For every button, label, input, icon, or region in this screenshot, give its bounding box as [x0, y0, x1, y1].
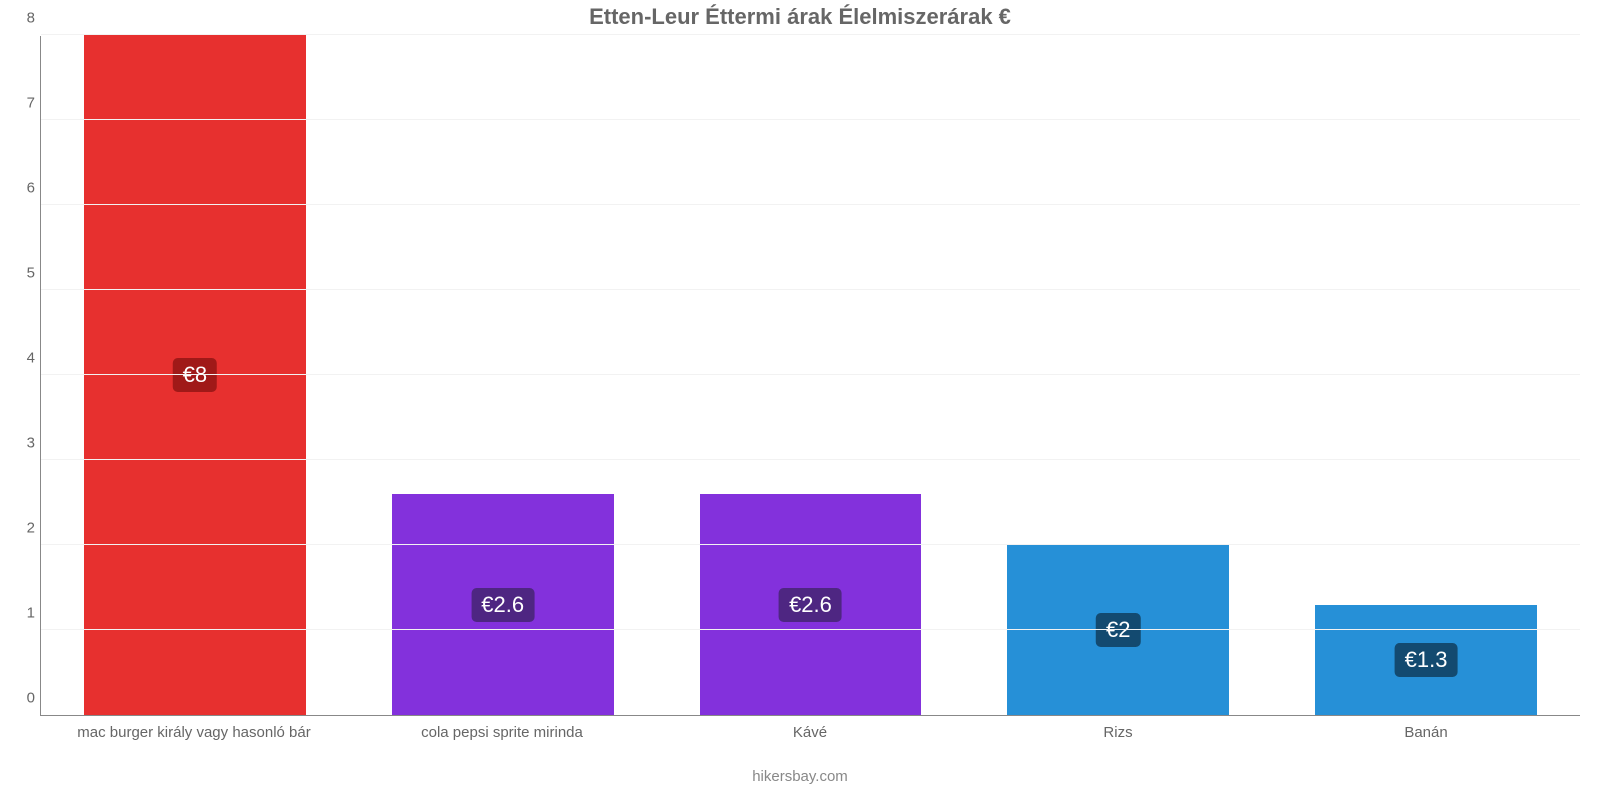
bar-value-label: €2.6 [471, 588, 534, 622]
bar-value-label: €1.3 [1395, 643, 1458, 677]
y-tick-label: 8 [11, 10, 35, 27]
bar-slot: €8 [41, 36, 349, 715]
plot-area: €8€2.6€2.6€2€1.3 012345678 [40, 36, 1580, 716]
bars-container: €8 €2.6 €2.6 €2 €1.3 [41, 36, 1580, 715]
x-axis-labels: mac burger király vagy hasonló bárcola p… [40, 724, 1580, 741]
y-tick-label: 7 [11, 95, 35, 112]
x-tick-label: Kávé [656, 724, 964, 741]
gridline [41, 544, 1580, 545]
chart-title: Etten-Leur Éttermi árak Élelmiszerárak € [0, 4, 1600, 30]
bar-slot: €1.3 [1272, 36, 1580, 715]
y-tick-label: 5 [11, 265, 35, 282]
bar: €8 [84, 35, 306, 715]
chart-footer: hikersbay.com [0, 768, 1600, 785]
price-chart: Etten-Leur Éttermi árak Élelmiszerárak €… [0, 0, 1600, 800]
gridline [41, 204, 1580, 205]
bar-slot: €2.6 [349, 36, 657, 715]
x-tick-label: cola pepsi sprite mirinda [348, 724, 656, 741]
bar-value-label: €2 [1096, 613, 1140, 647]
x-tick-label: mac burger király vagy hasonló bár [40, 724, 348, 741]
y-tick-label: 6 [11, 180, 35, 197]
bar: €1.3 [1315, 605, 1537, 716]
gridline [41, 289, 1580, 290]
bar-value-label: €8 [173, 358, 217, 392]
y-tick-label: 3 [11, 435, 35, 452]
x-tick-label: Banán [1272, 724, 1580, 741]
bar: €2 [1007, 545, 1229, 715]
x-tick-label: Rizs [964, 724, 1272, 741]
y-tick-label: 1 [11, 605, 35, 622]
y-tick-label: 2 [11, 520, 35, 537]
bar-value-label: €2.6 [779, 588, 842, 622]
bar-slot: €2 [964, 36, 1272, 715]
gridline [41, 374, 1580, 375]
y-tick-label: 4 [11, 350, 35, 367]
bar: €2.6 [392, 494, 614, 715]
gridline [41, 459, 1580, 460]
gridline [41, 34, 1580, 35]
gridline [41, 629, 1580, 630]
bar-slot: €2.6 [657, 36, 965, 715]
gridline [41, 119, 1580, 120]
y-tick-label: 0 [11, 690, 35, 707]
bar: €2.6 [700, 494, 922, 715]
